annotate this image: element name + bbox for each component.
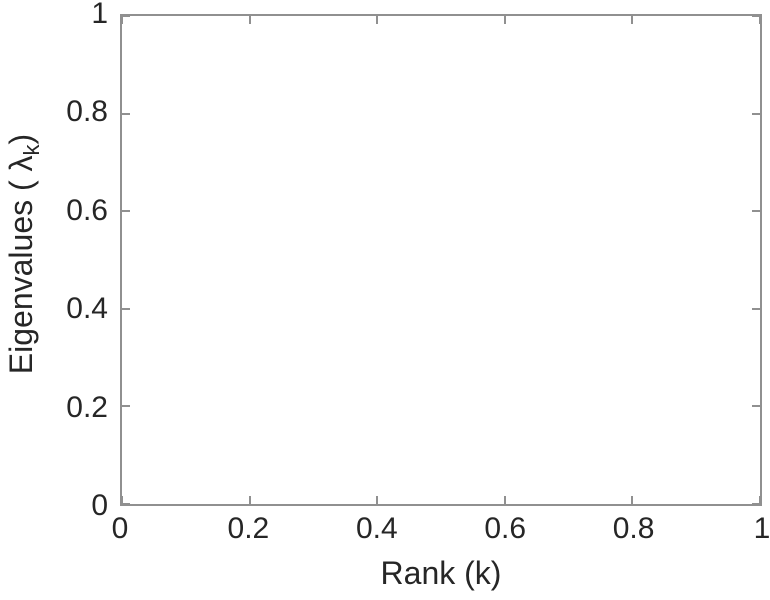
y-tick-label: 0.4 — [66, 292, 108, 326]
y-tick-mark-right — [752, 307, 760, 310]
y-axis-label-subscript: k — [19, 144, 44, 156]
y-tick-mark — [122, 112, 130, 115]
y-tick-label: 1 — [91, 0, 108, 30]
x-tick-mark-top — [759, 16, 761, 24]
y-tick-label: 0.8 — [66, 95, 108, 129]
x-tick-label: 0.6 — [484, 512, 527, 545]
x-tick-mark-top — [121, 16, 123, 24]
y-tick-label: 0 — [91, 489, 108, 522]
y-tick-mark — [122, 15, 130, 17]
y-tick-mark-right — [752, 405, 760, 408]
x-tick-label: 1 — [753, 512, 770, 545]
y-tick-label: 0.6 — [66, 193, 108, 227]
y-tick-mark-right — [752, 210, 760, 213]
y-tick-mark — [122, 405, 130, 408]
x-tick-mark — [248, 496, 251, 504]
x-tick-mark-top — [631, 16, 634, 24]
y-tick-mark-right — [752, 503, 760, 505]
x-tick-mark — [121, 496, 123, 504]
x-tick-mark-top — [248, 16, 251, 24]
x-axis-label: Rank (k) — [380, 555, 502, 591]
lambda-symbol: λ — [3, 155, 39, 172]
x-tick-mark — [503, 496, 506, 504]
y-axis-label-prefix: Eigenvalues ( — [3, 171, 39, 375]
x-tick-label: 0.2 — [227, 512, 270, 545]
y-axis-label: Eigenvalues ( λk) — [3, 134, 45, 374]
x-tick-mark-top — [376, 16, 379, 24]
x-tick-label: 0.8 — [612, 512, 655, 545]
y-tick-mark — [122, 503, 130, 505]
x-tick-mark-top — [503, 16, 506, 24]
x-tick-label: 0 — [111, 512, 129, 545]
y-axis-label-suffix: ) — [3, 133, 39, 145]
y-tick-mark — [122, 307, 130, 310]
plot-area — [120, 14, 762, 506]
x-tick-mark — [759, 496, 761, 504]
x-tick-mark — [631, 496, 634, 504]
y-tick-mark — [122, 210, 130, 213]
y-tick-mark-right — [752, 112, 760, 115]
y-tick-label: 0.2 — [66, 390, 108, 424]
x-tick-label: 0.4 — [355, 512, 398, 545]
y-tick-mark-right — [752, 15, 760, 17]
x-tick-mark — [376, 496, 379, 504]
